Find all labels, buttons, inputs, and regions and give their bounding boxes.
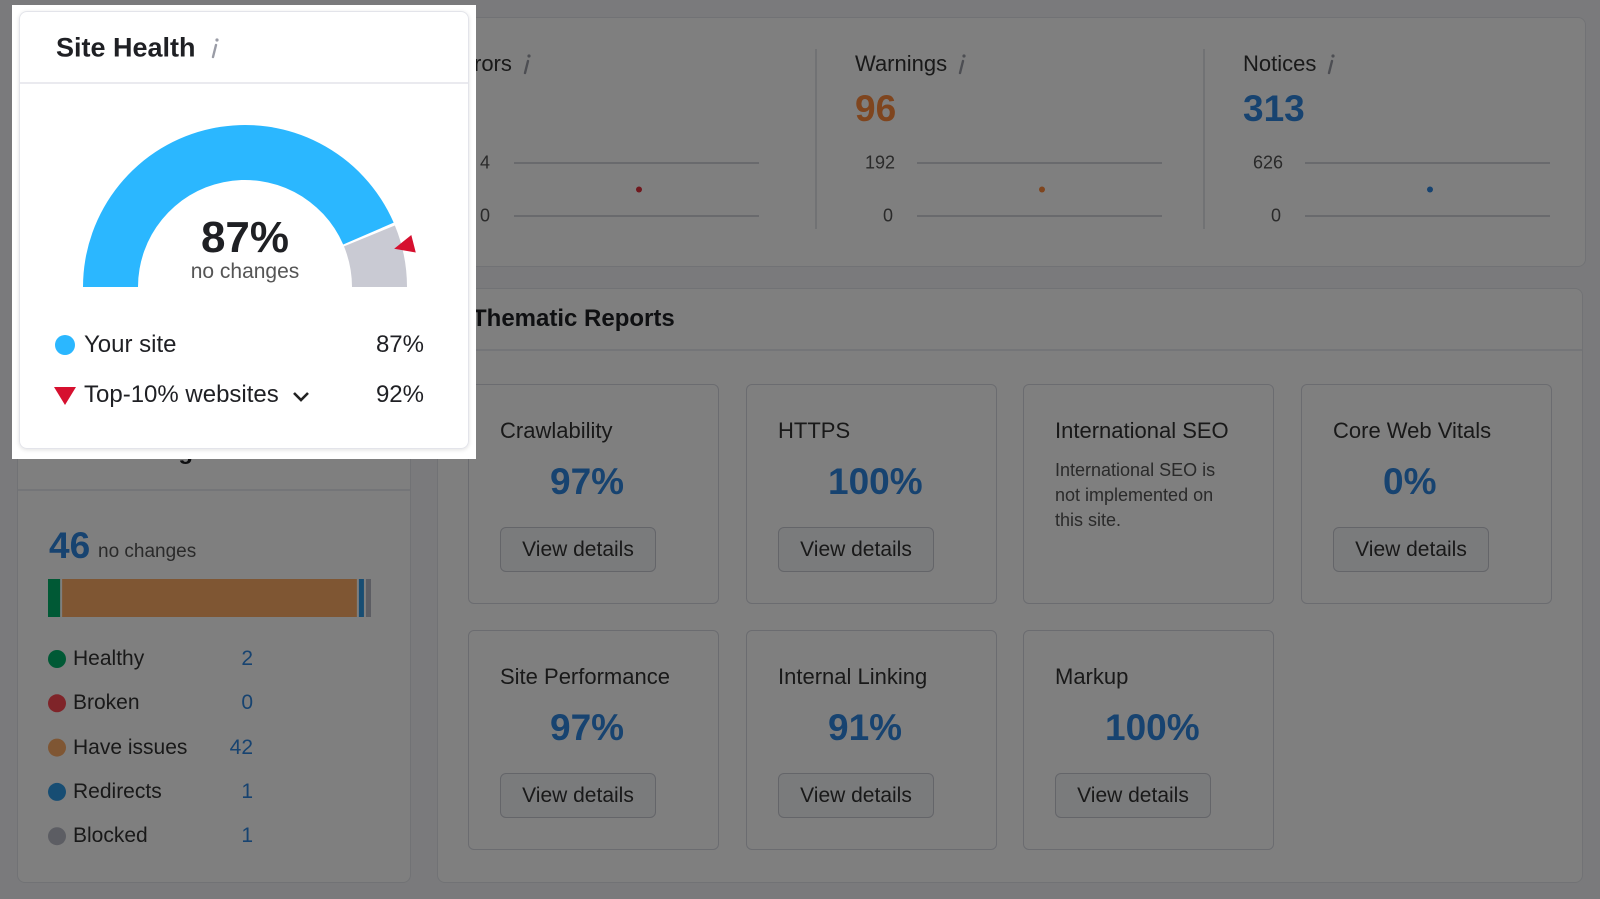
dropdown-chevron <box>293 392 309 402</box>
legend-name[interactable]: Top-10% websites <box>84 381 279 408</box>
legend-value: 87% <box>375 331 424 358</box>
highlight-frame: Site Health 87% no changes Your site 87% Top-… <box>12 5 476 459</box>
info-icon-dot <box>215 38 219 42</box>
gauge-arc <box>83 125 394 288</box>
legend-value: 92% <box>375 381 424 408</box>
top10-marker <box>394 235 416 253</box>
gauge-change: no changes <box>190 260 300 283</box>
gauge-rest <box>343 225 407 287</box>
legend-name: Your site <box>84 331 177 358</box>
site-health-card <box>19 11 469 449</box>
gauge-score: 87% <box>200 213 290 262</box>
legend-triangle <box>54 387 76 405</box>
info-icon-stem <box>211 43 218 59</box>
card-title: Site Health <box>56 32 196 63</box>
site-health-graphics <box>20 38 468 405</box>
legend-dot <box>55 335 75 355</box>
